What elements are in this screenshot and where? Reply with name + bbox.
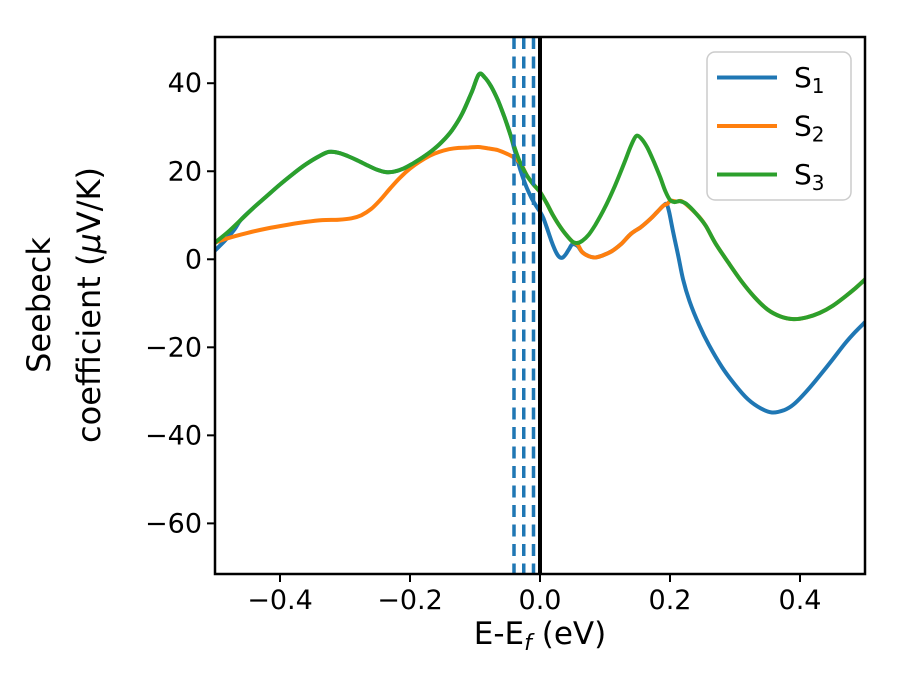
y-tick-label: −60	[145, 508, 202, 539]
y-tick-label: 0	[185, 244, 202, 275]
axes: −0.4 −0.2 0.0 0.2 0.4 40 20 0 −20 −40 −60	[145, 35, 867, 616]
vertical-marker-lines	[512, 37, 542, 574]
y-tick-label: 20	[168, 156, 202, 187]
legend-box	[706, 51, 852, 201]
legend-label-s3: S3	[794, 158, 825, 195]
legend: S1 S2 S3	[706, 51, 852, 201]
x-tick-label: 0.2	[649, 585, 692, 616]
series-lines	[215, 71, 865, 415]
y-tick-label: −40	[145, 420, 202, 451]
series-line-s3	[215, 71, 865, 322]
legend-label-s1: S1	[794, 61, 825, 98]
y-axis-label-line2: coefficient (μV/K)	[70, 167, 108, 443]
y-tick-label: −20	[145, 332, 202, 363]
x-tick-label: −0.4	[247, 585, 313, 616]
x-tick-label: 0.4	[779, 585, 822, 616]
legend-label-s2: S2	[794, 110, 825, 147]
x-tick-label: 0.0	[519, 585, 562, 616]
x-tick-label: −0.2	[377, 585, 443, 616]
x-axis-label: E-Ef (eV)	[474, 616, 606, 656]
y-tick-label: 40	[168, 68, 202, 99]
y-axis-label-line1: Seebeck	[20, 237, 58, 373]
